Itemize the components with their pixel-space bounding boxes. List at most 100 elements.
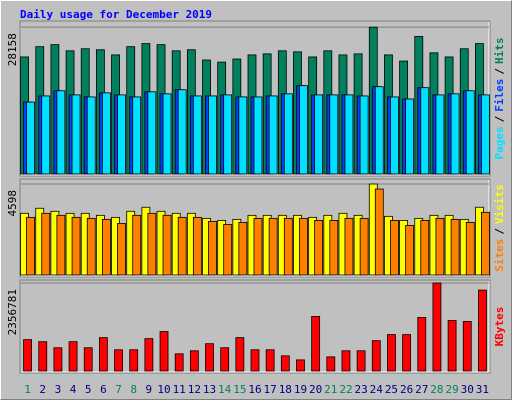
bar bbox=[132, 214, 142, 276]
bar bbox=[371, 340, 381, 372]
x-tick-label: 4 bbox=[70, 383, 77, 396]
bar bbox=[481, 94, 490, 175]
legend-entry: Visits bbox=[493, 184, 506, 224]
x-tick-label: 21 bbox=[324, 383, 337, 396]
bar bbox=[71, 216, 81, 276]
x-tick-label: 12 bbox=[188, 383, 201, 396]
bar bbox=[447, 320, 457, 372]
x-tick-label: 8 bbox=[130, 383, 137, 396]
legend-entry: KBytes bbox=[493, 307, 506, 347]
bar bbox=[41, 95, 51, 175]
bar bbox=[387, 334, 396, 372]
bar bbox=[420, 220, 430, 276]
bar bbox=[344, 94, 354, 175]
bar bbox=[326, 356, 336, 372]
bar bbox=[144, 338, 154, 372]
bar bbox=[420, 87, 430, 175]
bar bbox=[296, 359, 305, 372]
x-tick-label: 22 bbox=[339, 383, 352, 396]
x-tick-label: 15 bbox=[233, 383, 246, 396]
bar bbox=[299, 217, 308, 276]
bar bbox=[265, 349, 275, 372]
legend: Sites / Visits bbox=[493, 184, 506, 272]
bar bbox=[129, 349, 139, 372]
bar bbox=[83, 347, 93, 372]
legend: Pages / Files / Hits bbox=[493, 38, 506, 160]
bar bbox=[341, 350, 351, 372]
bar bbox=[405, 98, 415, 175]
bar bbox=[189, 350, 199, 372]
bar bbox=[147, 91, 157, 175]
bar bbox=[38, 341, 48, 372]
bar bbox=[329, 220, 339, 276]
bar bbox=[223, 94, 233, 175]
bar bbox=[435, 94, 445, 175]
bar bbox=[299, 85, 308, 175]
x-tick-label: 28 bbox=[430, 383, 443, 396]
bar bbox=[432, 282, 442, 372]
x-tick-label: 27 bbox=[415, 383, 428, 396]
x-tick-label: 13 bbox=[203, 383, 216, 396]
bar bbox=[314, 220, 324, 276]
bar bbox=[283, 217, 293, 276]
y-tick-label: 28158 bbox=[6, 33, 19, 66]
x-tick-label: 16 bbox=[248, 383, 261, 396]
x-tick-label: 7 bbox=[115, 383, 122, 396]
legend-entry: Files bbox=[493, 79, 506, 112]
bar bbox=[435, 217, 445, 276]
bar bbox=[253, 96, 263, 175]
bar bbox=[208, 221, 217, 276]
bar bbox=[390, 96, 399, 175]
bar bbox=[268, 95, 278, 175]
bar bbox=[53, 347, 63, 372]
bar bbox=[98, 337, 108, 372]
bar bbox=[235, 337, 245, 372]
x-tick-label: 26 bbox=[400, 383, 413, 396]
bar bbox=[68, 341, 78, 372]
bar bbox=[162, 93, 172, 175]
bar bbox=[450, 93, 460, 175]
bar bbox=[177, 216, 187, 276]
bar bbox=[56, 90, 66, 175]
bar bbox=[481, 211, 490, 276]
x-tick-label: 31 bbox=[476, 383, 489, 396]
bar bbox=[71, 94, 81, 175]
bar bbox=[359, 217, 369, 276]
bar bbox=[86, 217, 96, 276]
bar bbox=[101, 218, 111, 276]
bar bbox=[402, 334, 412, 372]
bar bbox=[192, 216, 202, 276]
legend-separator: / bbox=[493, 68, 506, 75]
bar bbox=[250, 349, 260, 372]
bar bbox=[208, 95, 217, 175]
bar bbox=[26, 101, 35, 175]
bar bbox=[174, 353, 184, 372]
x-tick-label: 9 bbox=[146, 383, 153, 396]
bar bbox=[374, 86, 384, 175]
bar bbox=[344, 217, 354, 276]
x-tick-label: 1 bbox=[24, 383, 31, 396]
bar bbox=[223, 224, 233, 276]
x-tick-label: 23 bbox=[355, 383, 368, 396]
x-tick-label: 6 bbox=[100, 383, 107, 396]
bar bbox=[192, 95, 202, 175]
y-tick-label: 4598 bbox=[6, 190, 19, 217]
x-tick-label: 20 bbox=[309, 383, 322, 396]
bar bbox=[465, 222, 475, 276]
bar bbox=[205, 343, 214, 372]
x-tick-label: 30 bbox=[461, 383, 474, 396]
legend-entry: Hits bbox=[493, 38, 506, 65]
bar bbox=[162, 214, 172, 276]
bar bbox=[238, 96, 248, 175]
bar bbox=[117, 94, 126, 175]
bar bbox=[86, 96, 96, 175]
bar bbox=[465, 90, 475, 175]
x-tick-label: 11 bbox=[173, 383, 186, 396]
bar bbox=[114, 349, 123, 372]
bar bbox=[159, 331, 169, 372]
x-tick-label: 3 bbox=[55, 383, 62, 396]
bar bbox=[253, 217, 263, 276]
bar bbox=[390, 220, 399, 276]
